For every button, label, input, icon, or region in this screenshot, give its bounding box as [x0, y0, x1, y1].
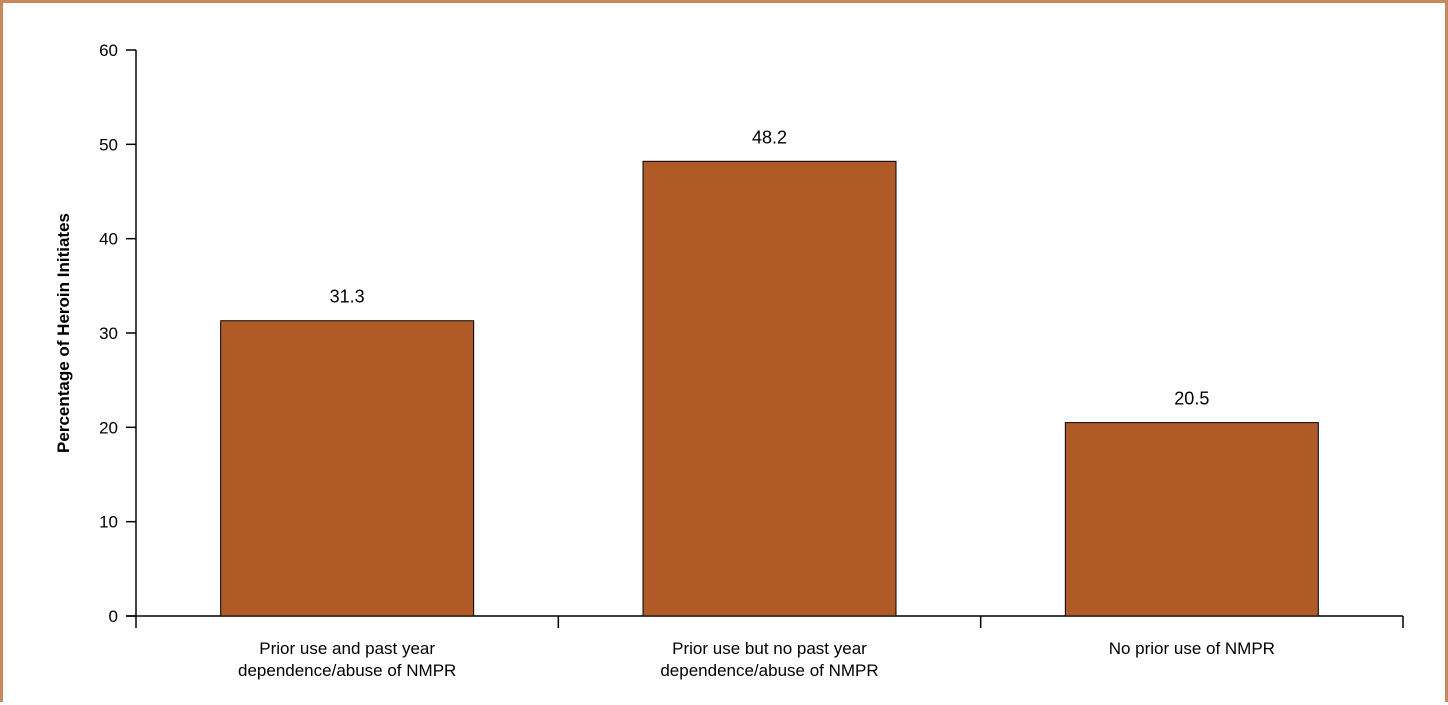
bar-value-label: 31.3 — [330, 287, 365, 307]
bar-value-label: 20.5 — [1174, 389, 1209, 409]
x-category-label-line: dependence/abuse of NMPR — [238, 661, 456, 680]
x-category-label-line: No prior use of NMPR — [1109, 639, 1275, 658]
bar — [642, 160, 897, 617]
bar — [220, 320, 475, 617]
bar — [1064, 422, 1319, 617]
y-tick-label: 60 — [99, 41, 118, 60]
y-tick-label: 0 — [109, 607, 118, 626]
x-category-label-line: Prior use but no past year — [672, 639, 867, 658]
x-category-label-line: Prior use and past year — [259, 639, 435, 658]
y-axis-title: Percentage of Heroin Initiates — [54, 213, 73, 453]
y-tick-label: 30 — [99, 324, 118, 343]
x-category-label: Prior use but no past year dependence/abu… — [660, 639, 878, 680]
x-category-label: No prior use of NMPR — [1109, 639, 1275, 658]
y-tick-label: 10 — [99, 513, 118, 532]
y-tick-label: 40 — [99, 230, 118, 249]
x-category-label: Prior use and past year dependence/abuse … — [238, 639, 456, 680]
x-category-label-line: dependence/abuse of NMPR — [660, 661, 878, 680]
y-tick-label: 50 — [99, 135, 118, 154]
y-tick-label: 20 — [99, 418, 118, 437]
bar-chart: 0 10 20 30 40 50 60 Percentage of Heroin Initia… — [54, 41, 1404, 680]
bar-value-label: 48.2 — [752, 127, 787, 147]
